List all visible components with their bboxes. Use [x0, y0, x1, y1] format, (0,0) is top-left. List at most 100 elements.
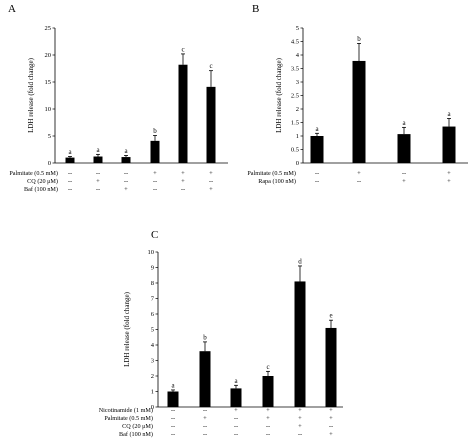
significance-letter: d — [298, 257, 302, 265]
bar — [178, 64, 188, 163]
bar — [121, 157, 131, 163]
y-tick-label: 1.5 — [291, 120, 299, 127]
y-tick-label: 0 — [151, 404, 154, 411]
condition-sign: -- — [357, 178, 361, 185]
condition-sign: -- — [96, 186, 100, 193]
condition-sign: -- — [124, 178, 128, 185]
significance-letter: e — [329, 312, 332, 320]
condition-sign: + — [329, 431, 333, 438]
y-axis-label: LDH release (fold change) — [275, 57, 283, 132]
condition-sign: + — [181, 170, 185, 177]
significance-letter: c — [181, 45, 184, 53]
condition-sign: -- — [266, 431, 270, 438]
condition-sign: + — [96, 178, 100, 185]
condition-sign: -- — [203, 407, 207, 414]
condition-sign: + — [209, 186, 213, 193]
significance-letter: a — [171, 381, 175, 389]
condition-label: CQ (20 μM) — [27, 178, 58, 185]
y-tick-label: 2 — [296, 106, 299, 113]
significance-letter: a — [447, 110, 451, 118]
condition-sign: -- — [266, 423, 270, 430]
condition-sign: + — [153, 170, 157, 177]
condition-label: CQ (20 μM) — [122, 423, 153, 430]
bar — [262, 376, 274, 407]
condition-sign: + — [298, 415, 302, 422]
bar — [65, 157, 75, 163]
significance-letter: a — [68, 148, 72, 156]
bar — [310, 136, 324, 163]
significance-letter: a — [96, 146, 100, 154]
condition-label: Palmitate (0.5 mM) — [247, 170, 296, 177]
significance-letter: a — [402, 119, 406, 127]
significance-letter: b — [203, 333, 207, 341]
condition-sign: -- — [171, 431, 175, 438]
y-tick-label: 10 — [45, 106, 52, 113]
condition-sign: -- — [402, 170, 406, 177]
condition-sign: + — [329, 415, 333, 422]
bar — [167, 391, 179, 407]
chart-panel-b: B 0 0.5 1 1.5 2 2.5 3 3.5 4 4.5 5 LDH release (fold … — [247, 3, 468, 185]
significance-letter: b — [357, 35, 361, 43]
y-tick-label: 0 — [296, 160, 299, 167]
condition-sign: + — [266, 407, 270, 414]
y-tick-label: 3.5 — [291, 66, 299, 73]
y-tick-label: 4.5 — [291, 39, 299, 46]
condition-label: Rapa (100 nM) — [258, 178, 296, 185]
y-axis-label: LDH release (fold change) — [27, 57, 35, 132]
condition-sign: -- — [234, 431, 238, 438]
bar — [206, 86, 216, 163]
condition-sign: -- — [124, 170, 128, 177]
condition-sign: + — [124, 186, 128, 193]
y-tick-label: 15 — [45, 79, 52, 86]
y-tick-label: 2 — [151, 373, 154, 380]
bar — [93, 156, 103, 163]
condition-sign: -- — [315, 178, 319, 185]
y-tick-label: 2.5 — [291, 93, 299, 100]
bar — [230, 388, 242, 407]
significance-letter: b — [153, 127, 157, 135]
y-tick-label: 1 — [151, 389, 154, 396]
y-tick-label: 7 — [151, 296, 155, 303]
condition-sign: -- — [171, 415, 175, 422]
condition-sign: + — [402, 178, 406, 185]
condition-sign: -- — [68, 178, 72, 185]
condition-sign: -- — [153, 186, 157, 193]
condition-sign: + — [357, 170, 361, 177]
condition-sign: -- — [171, 423, 175, 430]
y-tick-label: 10 — [148, 249, 155, 256]
condition-sign: + — [447, 170, 451, 177]
panel-letter: A — [8, 3, 16, 15]
condition-sign: -- — [181, 186, 185, 193]
y-tick-label: 9 — [151, 265, 154, 272]
y-tick-label: 1 — [296, 133, 299, 140]
condition-sign: -- — [96, 170, 100, 177]
condition-sign: -- — [234, 423, 238, 430]
condition-sign: -- — [153, 178, 157, 185]
significance-letter: c — [209, 62, 212, 70]
y-tick-label: 5 — [151, 327, 154, 334]
y-tick-label: 3 — [151, 358, 154, 365]
y-tick-label: 25 — [45, 25, 52, 32]
y-tick-label: 0 — [48, 160, 51, 167]
condition-sign: + — [234, 407, 238, 414]
condition-label: Nicotinamide (1 mM) — [99, 407, 153, 414]
y-tick-label: 4 — [296, 52, 300, 59]
condition-sign: -- — [298, 431, 302, 438]
condition-sign: + — [181, 178, 185, 185]
y-tick-label: 0.5 — [291, 147, 299, 154]
y-tick-label: 5 — [48, 133, 51, 140]
condition-sign: -- — [68, 170, 72, 177]
y-tick-label: 3 — [296, 79, 299, 86]
condition-sign: -- — [209, 178, 213, 185]
bar — [325, 327, 337, 407]
bar — [150, 140, 160, 163]
condition-sign: + — [298, 407, 302, 414]
condition-label: Palmitate (0.5 mM) — [9, 170, 58, 177]
y-tick-label: 8 — [151, 280, 154, 287]
bar — [352, 60, 366, 163]
bar — [397, 134, 411, 163]
condition-sign: + — [266, 415, 270, 422]
condition-sign: + — [209, 170, 213, 177]
significance-letter: c — [266, 363, 269, 371]
